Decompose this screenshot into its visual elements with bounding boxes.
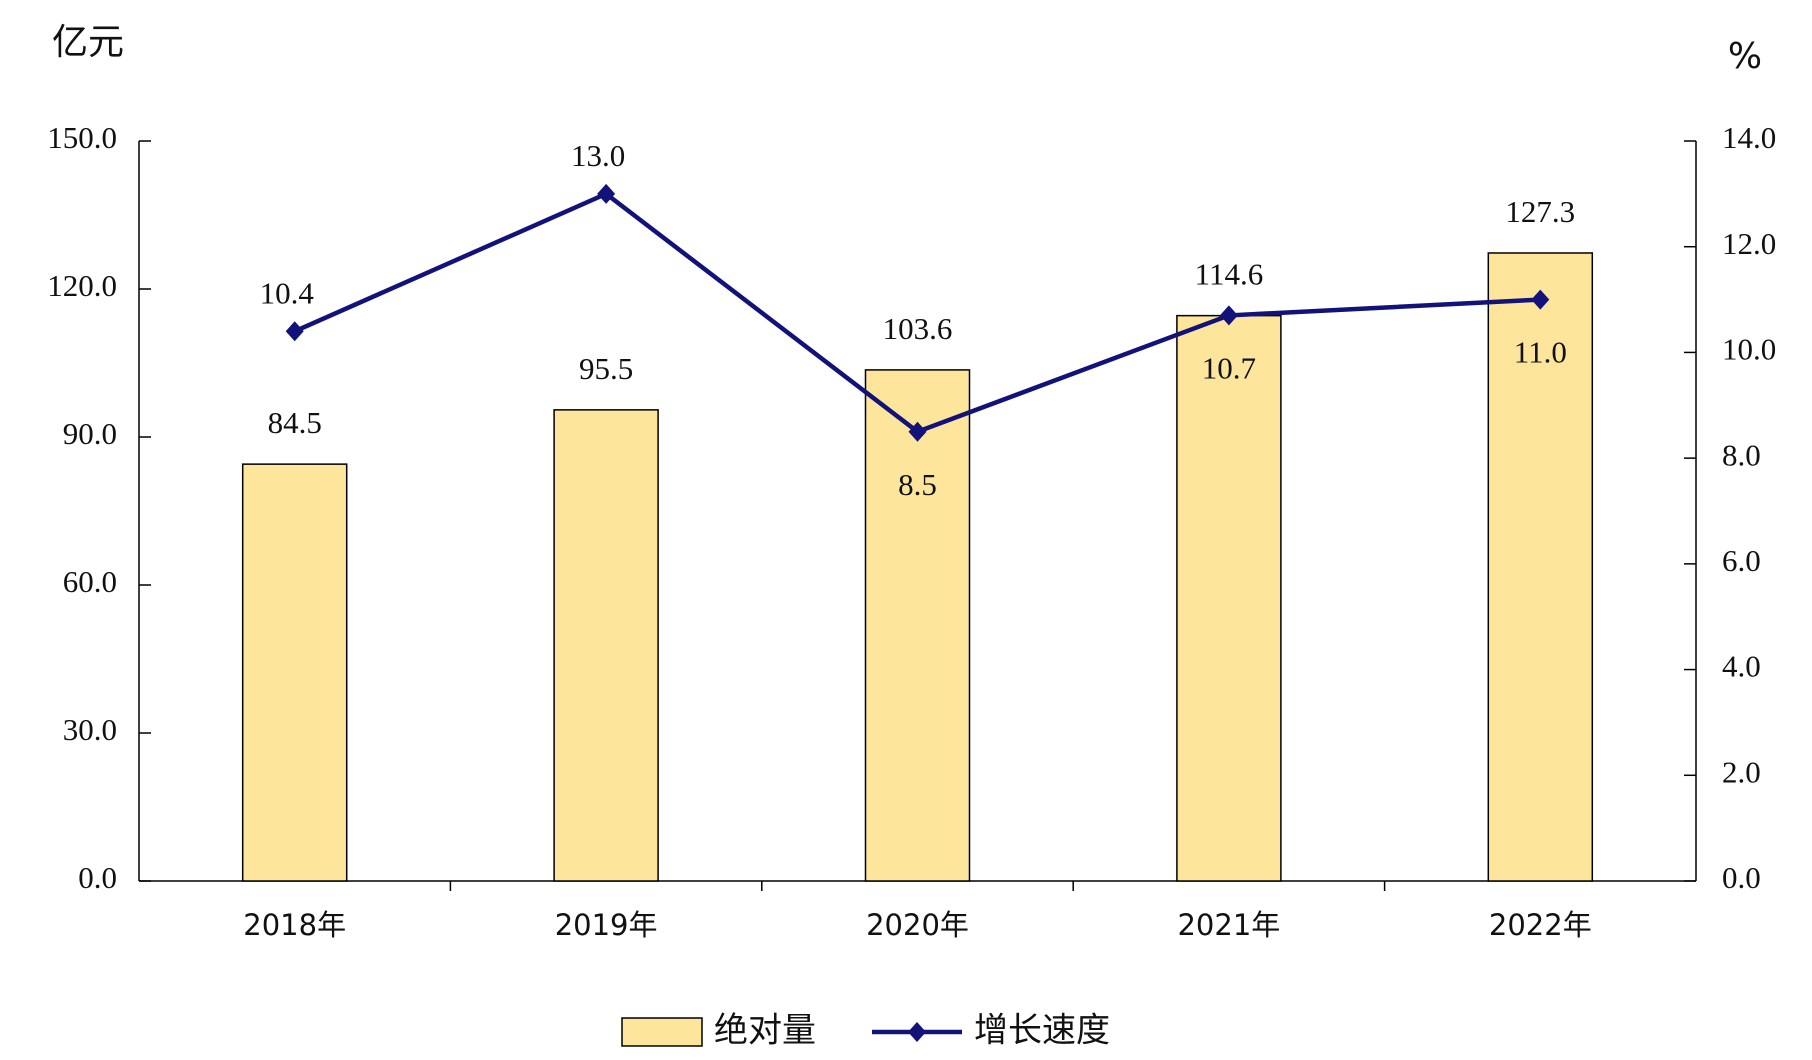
line-value-label: 10.7 — [1202, 351, 1256, 386]
y2-tick-label: 8.0 — [1722, 437, 1761, 472]
x-tick-label: 2022年 — [1489, 908, 1592, 942]
legend-label: 增长速度 — [974, 1011, 1110, 1051]
bar-value-label: 114.6 — [1195, 257, 1264, 292]
bar — [1487, 252, 1594, 882]
y2-tick-label: 0.0 — [1722, 860, 1761, 895]
y2-axis-unit: % — [1728, 36, 1762, 77]
y-tick-label: 30.0 — [63, 712, 117, 747]
bar — [1176, 314, 1282, 882]
y2-tick-label: 6.0 — [1722, 543, 1761, 578]
y-tick-label: 60.0 — [63, 564, 117, 599]
bar — [553, 409, 659, 882]
bar — [241, 463, 348, 882]
x-tick-label: 2019年 — [555, 908, 658, 942]
legend-label: 绝对量 — [714, 1011, 816, 1051]
x-tick-label: 2018年 — [243, 908, 346, 942]
line-value-label: 8.5 — [898, 467, 937, 502]
bar — [864, 369, 971, 882]
y-axis-unit: 亿元 — [52, 22, 124, 63]
line-marker — [285, 321, 304, 342]
x-tick-label: 2020年 — [866, 908, 969, 942]
line-value-label: 11.0 — [1514, 335, 1567, 370]
y2-tick-label: 12.0 — [1722, 226, 1776, 261]
bar-value-label: 127.3 — [1505, 194, 1575, 229]
y2-tick-label: 2.0 — [1722, 754, 1761, 789]
line-marker — [1219, 305, 1238, 326]
line-value-label: 10.4 — [260, 275, 315, 310]
legend-swatch — [621, 1017, 703, 1047]
y-tick-label: 90.0 — [63, 416, 117, 451]
y-tick-label: 150.0 — [47, 120, 117, 155]
line-marker — [1531, 289, 1550, 310]
y-tick-label: 0.0 — [78, 860, 117, 895]
bar-value-label: 95.5 — [579, 351, 633, 386]
y2-tick-label: 4.0 — [1722, 649, 1761, 684]
line-marker — [597, 183, 616, 204]
x-tick-label: 2021年 — [1177, 908, 1280, 942]
line-value-label: 13.0 — [571, 138, 625, 173]
line-marker — [908, 421, 927, 442]
y2-tick-label: 14.0 — [1722, 120, 1776, 155]
y-tick-label: 120.0 — [47, 268, 117, 303]
y2-tick-label: 10.0 — [1722, 332, 1776, 367]
legend-marker — [908, 1022, 926, 1042]
bar-value-label: 103.6 — [883, 311, 953, 346]
bar-value-label: 84.5 — [268, 405, 322, 440]
